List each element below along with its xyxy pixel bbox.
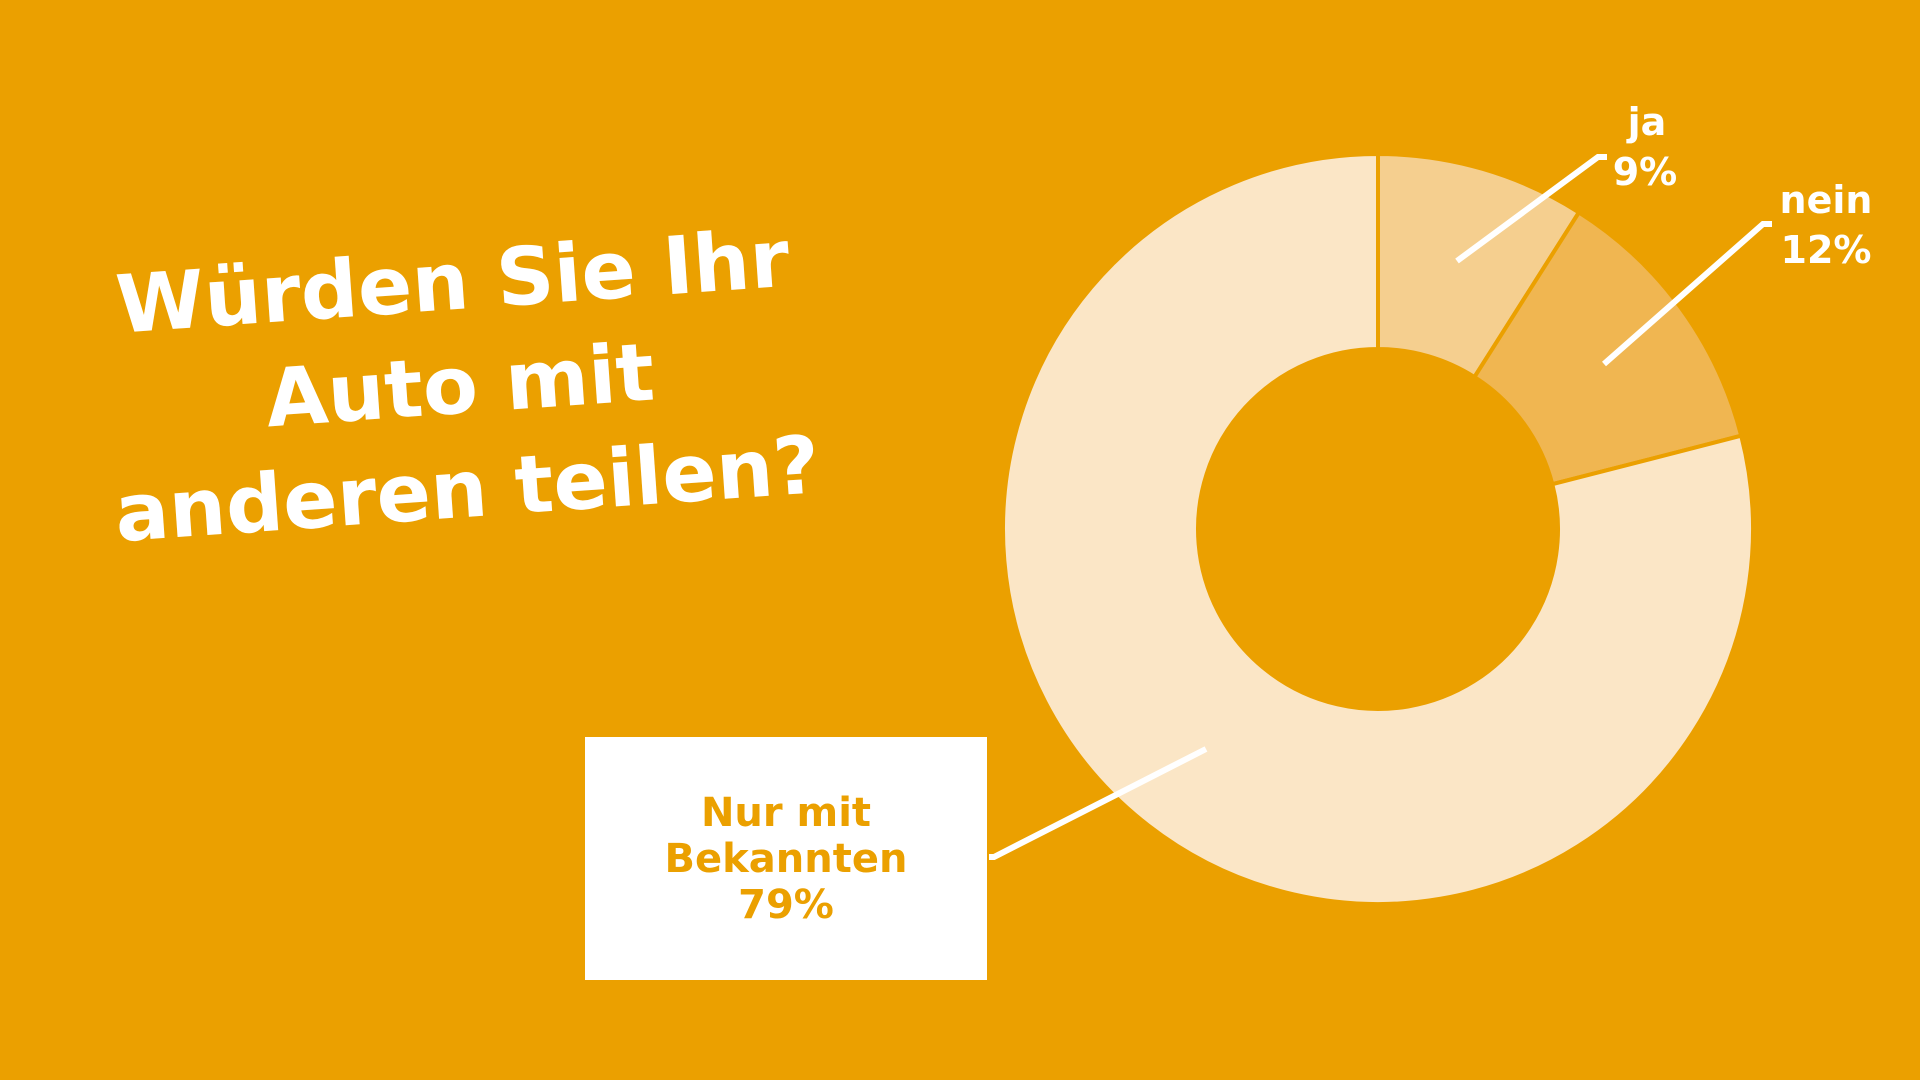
leader-line (1455, 154, 1607, 264)
value-label: 79% (738, 881, 834, 928)
slice-label: ja (1626, 100, 1667, 144)
callout-box: Nur mit Bekannten 79% (585, 737, 987, 980)
chart-title: Würden Sie Ihr Auto mit anderen teilen? (111, 211, 823, 561)
slice-label: nein (1780, 178, 1873, 222)
value-label: 12% (1781, 228, 1872, 272)
slice-label: Nur mit Bekannten (664, 789, 908, 882)
donut-slice (1001, 151, 1755, 906)
leader-line (989, 746, 1208, 860)
value-label: 9% (1613, 150, 1678, 194)
leader-line (1602, 221, 1772, 367)
donut-slice (1471, 209, 1744, 487)
